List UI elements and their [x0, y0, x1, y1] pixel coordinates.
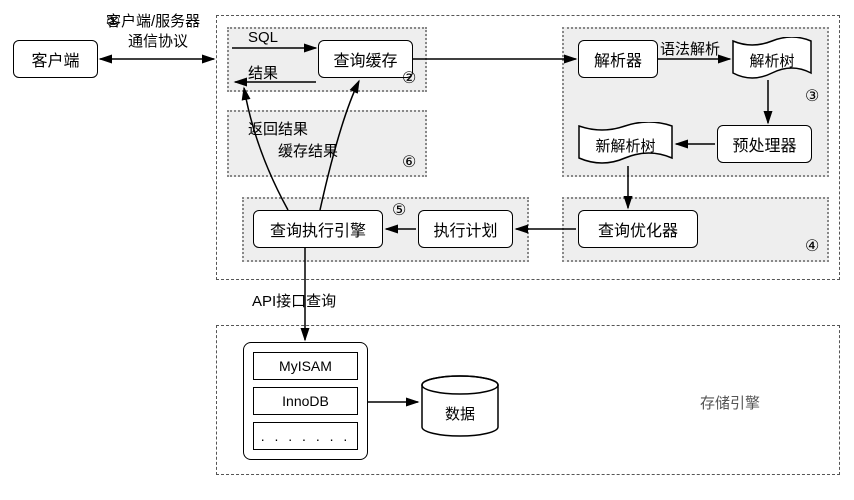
preprocessor-label: 预处理器: [732, 132, 796, 156]
step-5: ⑤: [392, 200, 406, 220]
syntax-parse-label: 语法解析: [660, 38, 720, 59]
result-label: 结果: [248, 62, 278, 83]
data-node: 数据: [420, 375, 500, 435]
exec-plan-label: 执行计划: [433, 217, 497, 241]
step-4: ④: [805, 236, 819, 256]
step-1: ①: [106, 12, 120, 32]
query-cache-label: 查询缓存: [333, 47, 397, 71]
client-label: 客户端: [31, 47, 79, 71]
sql-label: SQL: [248, 29, 278, 46]
diagram-canvas: 客户端 查询缓存 解析器 解析树 新解析树 预处理器 查询执行引擎 执行计划 查…: [0, 0, 854, 500]
api-query-label: API接口查询: [252, 290, 336, 311]
parser-node: 解析器: [578, 40, 658, 78]
new-parse-tree-node: 新解析树: [578, 125, 673, 163]
step-6: ⑥: [402, 152, 416, 172]
data-label: 数据: [420, 403, 500, 424]
cache-result-label: 缓存结果: [278, 140, 338, 161]
query-cache-node: 查询缓存: [318, 40, 413, 78]
query-optimizer-node: 查询优化器: [578, 210, 698, 248]
step-3: ③: [805, 86, 819, 106]
exec-plan-node: 执行计划: [418, 210, 513, 248]
engine-more: . . . . . . .: [253, 422, 358, 450]
engine-myisam-label: MyISAM: [279, 358, 332, 374]
query-exec-engine-label: 查询执行引擎: [270, 217, 366, 241]
engine-innodb-label: InnoDB: [282, 393, 329, 409]
parser-label: 解析器: [594, 47, 642, 71]
preprocessor-node: 预处理器: [717, 125, 812, 163]
protocol-label-2: 通信协议: [128, 30, 188, 51]
parse-tree-label: 解析树: [732, 50, 812, 71]
return-result-label: 返回结果: [248, 118, 308, 139]
storage-engine-label: 存储引擎: [700, 392, 760, 413]
step-2: ②: [402, 68, 416, 88]
client-node: 客户端: [13, 40, 98, 78]
engine-myisam: MyISAM: [253, 352, 358, 380]
query-optimizer-label: 查询优化器: [598, 217, 678, 241]
parse-tree-node: 解析树: [732, 40, 812, 78]
engine-innodb: InnoDB: [253, 387, 358, 415]
query-exec-engine-node: 查询执行引擎: [253, 210, 383, 248]
new-parse-tree-label: 新解析树: [578, 135, 673, 156]
